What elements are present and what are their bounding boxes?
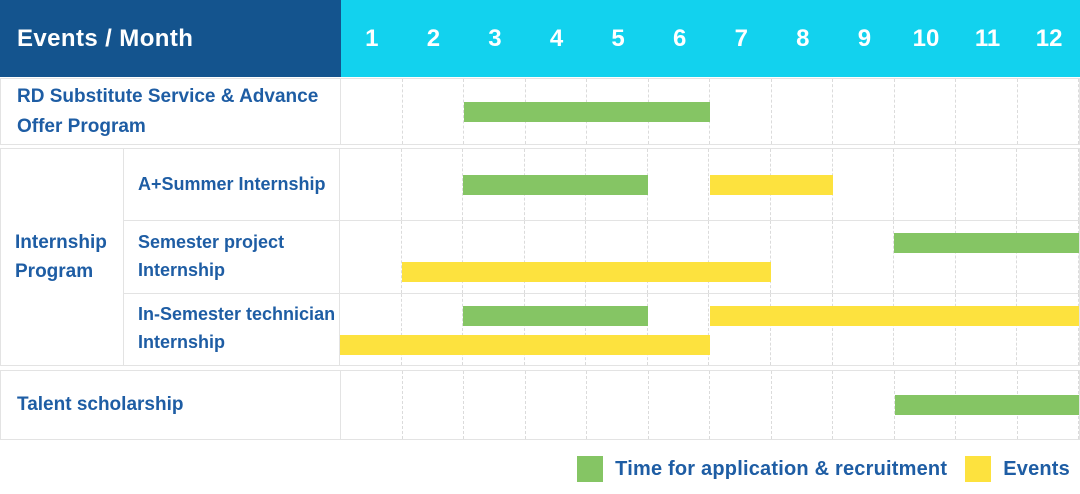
row-in-semester-technician-internship: In-Semester technician Internship [124, 293, 1079, 365]
month-cell [586, 221, 648, 293]
month-header-cell: 7 [734, 24, 748, 52]
timeline-semester-project-internship [340, 221, 1079, 293]
month-cell [709, 293, 772, 365]
month-cell [340, 221, 402, 293]
group-label-internship-program: Internship Program [1, 149, 124, 365]
month-cell [894, 149, 956, 221]
month-cell [402, 221, 464, 293]
month-header-cell: 10 [912, 24, 940, 52]
month-cell [340, 293, 402, 365]
month-cell [956, 149, 1018, 221]
month-cell [463, 293, 525, 365]
month-cell [464, 371, 526, 439]
month-cell [1017, 221, 1079, 293]
month-cell [403, 79, 464, 144]
row-label-in-semester-technician-internship: In-Semester technician Internship [124, 293, 340, 365]
month-cell [709, 221, 772, 293]
internship-subrows: A+Summer Internship Semester project Int… [124, 149, 1079, 365]
month-cell [525, 221, 587, 293]
gantt-bar [463, 305, 648, 326]
month-cell [526, 371, 587, 439]
month-cell [710, 79, 772, 144]
month-cell [340, 149, 402, 221]
month-cell [402, 293, 464, 365]
month-header-cell: 3 [488, 24, 502, 52]
month-header-cell: 11 [974, 24, 1001, 52]
month-cell [833, 79, 895, 144]
gantt-bar [894, 233, 1079, 254]
month-cell [341, 371, 403, 439]
timeline-a-summer-internship [340, 149, 1079, 221]
legend-item-application-recruitment: Time for application & recruitment [577, 456, 947, 482]
gantt-bar [464, 101, 710, 122]
month-cell [895, 79, 956, 144]
month-cell [1018, 79, 1079, 144]
month-cell [648, 221, 710, 293]
legend-label-application-recruitment: Time for application & recruitment [615, 457, 948, 480]
gantt-bar [463, 174, 648, 195]
timeline-in-semester-technician-internship [340, 293, 1079, 365]
month-cell [525, 293, 587, 365]
gantt-bar [340, 334, 710, 355]
month-cell [772, 371, 833, 439]
month-header-strip: 1 2 3 4 5 6 7 8 9 10 11 12 [341, 0, 1080, 77]
month-cell [649, 371, 710, 439]
month-header-cell: 6 [673, 24, 687, 52]
row-talent-scholarship: Talent scholarship [0, 370, 1080, 440]
group-internship-program: Internship Program A+Summer Internship S… [0, 148, 1080, 366]
row-semester-project-internship: Semester project Internship [124, 221, 1079, 294]
month-header-cell: 8 [796, 24, 810, 52]
events-month-header-cell: Events / Month [0, 0, 341, 77]
month-cell [1017, 293, 1079, 365]
month-header-cell: 4 [549, 24, 564, 52]
month-cell [710, 371, 772, 439]
row-label-a-summer-internship: A+Summer Internship [124, 149, 340, 221]
month-cell [587, 371, 649, 439]
month-cell [463, 221, 525, 293]
row-label-rd-substitute: RD Substitute Service & Advance Offer Pr… [1, 79, 341, 144]
row-a-summer-internship: A+Summer Internship [124, 149, 1079, 222]
table-title: Events / Month [17, 24, 194, 52]
month-cell [833, 221, 895, 293]
month-header-cell: 1 [365, 24, 379, 52]
timeline-rd-substitute [341, 79, 1079, 144]
month-cell [894, 221, 956, 293]
month-cell [956, 79, 1018, 144]
month-cell [771, 221, 833, 293]
month-header-cell: 9 [857, 24, 872, 52]
legend-swatch-green-icon [577, 456, 604, 482]
month-cell [1017, 149, 1079, 221]
row-label-semester-project-internship: Semester project Internship [124, 221, 340, 293]
legend-swatch-yellow-icon [965, 456, 992, 482]
month-cell [833, 293, 895, 365]
timeline-talent-scholarship [341, 371, 1079, 439]
month-header-cell: 12 [1035, 24, 1063, 52]
table-header-row: Events / Month 1 2 3 4 5 6 7 8 9 10 11 12 [0, 0, 1080, 77]
month-cell [771, 293, 833, 365]
month-cell [833, 371, 895, 439]
month-header-cell: 5 [611, 24, 625, 52]
legend: Time for application & recruitment Event… [577, 453, 1070, 485]
month-header-cell: 2 [426, 24, 441, 52]
month-cell [648, 293, 710, 365]
row-label-talent-scholarship: Talent scholarship [1, 371, 341, 439]
month-cell [956, 221, 1018, 293]
gantt-bar [709, 174, 833, 195]
gantt-bar [401, 262, 772, 283]
gantt-bar [709, 305, 1079, 326]
month-cell [772, 79, 833, 144]
row-rd-substitute: RD Substitute Service & Advance Offer Pr… [0, 78, 1080, 145]
month-cell [341, 79, 403, 144]
legend-item-events: Events [965, 456, 1070, 482]
gantt-bar [894, 395, 1079, 415]
month-cell [894, 293, 956, 365]
month-cell [402, 149, 464, 221]
month-cell [956, 293, 1018, 365]
month-cell [833, 149, 895, 221]
month-cell [586, 293, 648, 365]
month-cell [648, 149, 710, 221]
legend-label-events: Events [1003, 457, 1070, 480]
month-cell [403, 371, 464, 439]
